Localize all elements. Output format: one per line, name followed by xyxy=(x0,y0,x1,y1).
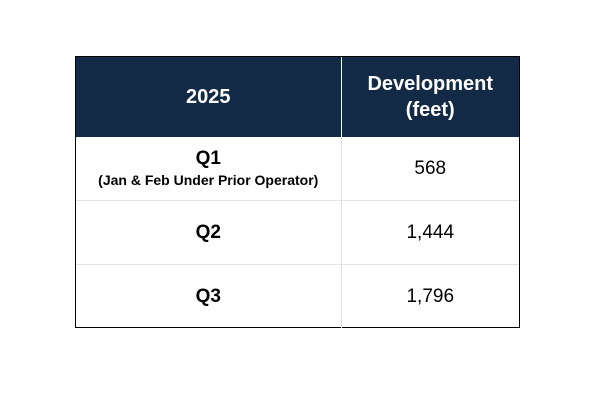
table-row: Q3 1,796 xyxy=(76,264,519,328)
row-label-cell: Q1 (Jan & Feb Under Prior Operator) xyxy=(76,137,342,201)
header-year: 2025 xyxy=(76,57,342,137)
row-value: 1,796 xyxy=(406,285,455,307)
header-development: Development (feet) xyxy=(341,57,519,137)
row-label-cell: Q3 xyxy=(76,264,342,328)
row-value: 568 xyxy=(341,137,519,201)
header-row: 2025 Development (feet) xyxy=(76,57,519,137)
header-development-line1: Development xyxy=(367,73,494,95)
table-row: Q2 1,444 xyxy=(76,200,519,265)
data-table: 2025 Development (feet) Q1 (Jan & Feb Un… xyxy=(76,57,519,328)
row-label: Q1 xyxy=(195,147,221,169)
row-label: Q2 xyxy=(195,221,221,243)
row-label-cell: Q2 xyxy=(76,200,342,265)
row-value: 1,444 xyxy=(341,200,519,265)
development-table: 2025 Development (feet) Q1 (Jan & Feb Un… xyxy=(75,56,520,328)
row-label: Q3 xyxy=(195,285,221,307)
row-note: (Jan & Feb Under Prior Operator) xyxy=(98,171,319,188)
header-development-line2: (feet) xyxy=(405,99,455,121)
table-row: Q1 (Jan & Feb Under Prior Operator) 568 xyxy=(76,137,519,201)
